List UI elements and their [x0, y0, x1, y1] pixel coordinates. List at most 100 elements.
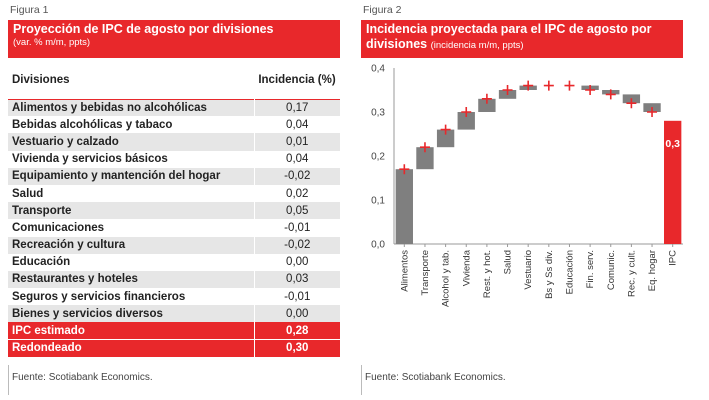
bar — [478, 98, 496, 112]
x-tick-label: Comunic. — [606, 250, 617, 290]
bar — [436, 129, 455, 148]
incidence-value: 0,00 — [253, 305, 340, 323]
incidence-value: 0,04 — [253, 116, 340, 134]
table-row: Educación 0,00 — [8, 253, 340, 271]
figure2-source: Fuente: Scotiabank Economics. — [365, 372, 506, 383]
total-label: Redondeado — [8, 339, 254, 357]
incidence-value: -0,02 — [253, 167, 340, 185]
total-label: IPC estimado — [12, 324, 85, 337]
incidence-value: 0,05 — [253, 202, 340, 220]
table-row: Alimentos y bebidas no alcohólicas 0,17 — [8, 99, 340, 117]
cumulative-marker — [523, 80, 534, 91]
x-tick-label: Transporte — [420, 250, 431, 296]
table-row: Bienes y servicios diversos 0,00 — [8, 305, 340, 323]
cumulative-marker — [564, 80, 575, 91]
cumulative-marker — [399, 164, 410, 175]
cumulative-marker — [626, 98, 637, 109]
figure1-header: Proyección de IPC de agosto por division… — [8, 20, 340, 58]
data-label: 0,3 — [665, 138, 680, 150]
table-row: Bebidas alcohólicas y tabaco 0,04 — [8, 116, 340, 134]
y-tick-label: 0,2 — [371, 152, 385, 163]
y-tick-label: 0,1 — [371, 196, 385, 207]
incidence-value: -0,02 — [253, 236, 340, 254]
figure2-title-line2: divisiones — [366, 37, 428, 51]
incidence-value: 0,17 — [253, 99, 340, 117]
x-tick-label: Eq. hogar — [647, 250, 658, 291]
division-name: Equipamiento y mantención del hogar — [12, 170, 221, 183]
table-row: Restaurantes y hoteles 0,03 — [8, 270, 340, 289]
column-header-division: Divisiones — [12, 74, 70, 87]
table-row: Vestuario y calzado 0,01 — [8, 133, 340, 151]
figure2-subtitle: (incidencia m/m, ppts) — [430, 40, 524, 51]
division-name: Bienes y servicios diversos — [12, 307, 163, 320]
table-header-row: Divisiones Incidencia (%) — [8, 62, 340, 99]
incidence-value: 0,04 — [253, 150, 340, 168]
division-name: Vivienda y servicios básicos — [12, 153, 168, 166]
figure1-subtitle: (var. % m/m, ppts) — [13, 37, 91, 48]
bar — [457, 112, 475, 130]
cumulative-marker — [585, 85, 596, 95]
incidence-value: -0,01 — [253, 288, 340, 306]
bar — [395, 169, 413, 244]
x-tick-label: Bs y Ss div. — [544, 250, 555, 299]
total-row-rounded: Redondeado 0,30 — [8, 339, 340, 357]
table-row: Comunicaciones -0,01 — [8, 219, 340, 237]
table-row: Vivienda y servicios básicos 0,04 — [8, 150, 340, 168]
cumulative-marker — [440, 124, 451, 135]
incidence-value: 0,02 — [253, 184, 340, 203]
total-row-estimated: IPC estimado 0,28 — [8, 322, 340, 340]
x-tick-label: IPC — [668, 250, 679, 266]
total-value: 0,30 — [253, 339, 340, 357]
source-divider — [8, 365, 9, 395]
division-name: Comunicaciones — [12, 221, 105, 234]
table-row: Recreación y cultura -0,02 — [8, 236, 340, 254]
y-tick-label: 0,3 — [371, 108, 385, 119]
x-tick-label: Salud — [503, 250, 514, 274]
table-row: Equipamiento y mantención del hogar -0,02 — [8, 167, 340, 185]
division-name: Educación — [12, 256, 71, 269]
x-tick-label: Fin. serv. — [585, 250, 596, 288]
cumulative-marker — [647, 107, 658, 117]
x-tick-label: Alimentos — [399, 250, 410, 292]
bar — [664, 120, 682, 244]
cumulative-marker — [481, 93, 492, 104]
x-tick-label: Educación — [564, 250, 575, 294]
cumulative-marker — [543, 80, 554, 91]
x-tick-label: Alcohol y tab. — [441, 250, 452, 307]
cumulative-marker — [502, 85, 513, 95]
cumulative-marker — [605, 89, 616, 100]
figure1-source: Fuente: Scotiabank Economics. — [12, 372, 153, 383]
cumulative-marker — [461, 107, 472, 117]
figure1-title: Proyección de IPC de agosto por division… — [13, 22, 274, 36]
bar — [416, 147, 434, 170]
incidence-table: Divisiones Incidencia (%) Alimentos y be… — [8, 62, 340, 357]
column-header-incidence: Incidencia (%) — [258, 74, 336, 87]
division-name: Salud — [12, 187, 44, 200]
division-name: Seguros y servicios financieros — [12, 290, 186, 303]
figure1-label: Figura 1 — [10, 4, 49, 16]
incidence-value: -0,01 — [253, 219, 340, 237]
division-name: Vestuario y calzado — [12, 135, 119, 148]
table-row: Salud 0,02 — [8, 184, 340, 203]
division-name: Recreación y cultura — [12, 239, 126, 252]
source-divider — [361, 365, 362, 395]
x-tick-label: Vivienda — [461, 249, 472, 286]
figure2-title: Incidencia proyectada para el IPC de ago… — [366, 22, 652, 36]
y-tick-label: 0,4 — [371, 64, 385, 75]
waterfall-chart: 0,0 0,1 0,2 0,3 0,4 Alimentos Transporte Alcoho… — [371, 64, 683, 307]
figure2-header: Incidencia proyectada para el IPC de ago… — [361, 20, 683, 58]
table-row: Seguros y servicios financieros -0,01 — [8, 288, 340, 306]
incidence-value: 0,00 — [253, 253, 340, 271]
x-tick-label: Rec. y cult. — [626, 250, 637, 297]
division-name: Alimentos y bebidas no alcohólicas — [12, 101, 207, 114]
incidence-value: 0,01 — [253, 133, 340, 151]
x-tick-label: Vestuario — [523, 250, 534, 290]
division-name: Bebidas alcohólicas y tabaco — [12, 118, 173, 131]
y-tick-label: 0,0 — [371, 240, 385, 251]
cumulative-marker — [419, 142, 430, 153]
total-value: 0,28 — [253, 322, 340, 340]
incidence-value: 0,03 — [253, 270, 340, 289]
x-tick-label: Rest. y hot. — [482, 250, 493, 298]
division-name: Transporte — [12, 204, 72, 217]
division-name: Restaurantes y hoteles — [12, 273, 138, 286]
